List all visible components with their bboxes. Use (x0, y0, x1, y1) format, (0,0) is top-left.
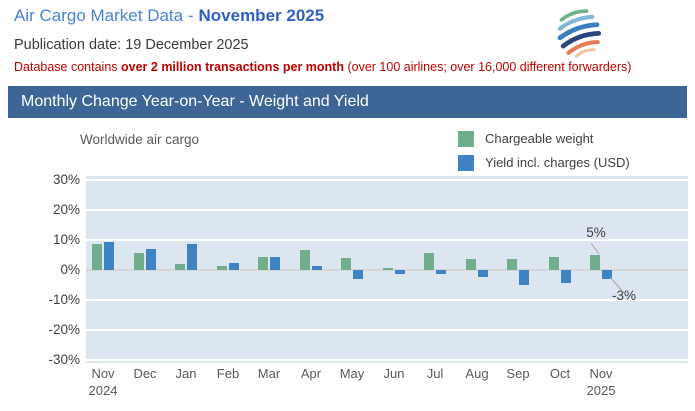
legend-swatch-chargeable-weight (458, 130, 474, 147)
bar-chargeable-weight-aug-9 (466, 259, 476, 270)
y-tick--20%: -20% (48, 322, 80, 337)
x-tick-may-6: May (339, 366, 365, 381)
bar-chargeable-weight-jan-2 (175, 264, 185, 270)
x-tick-year-2025: 2025 (586, 383, 616, 398)
gridline-30% (86, 179, 688, 181)
bar-yield-incl-charges-usd-jan-2 (187, 244, 197, 270)
x-tick-nov-12: Nov (589, 366, 613, 381)
section-banner: Monthly Change Year-on-Year - Weight and… (8, 86, 687, 118)
publication-date: Publication date: 19 December 2025 (14, 37, 249, 53)
annotation-5: 5% (586, 225, 606, 240)
annotation-3: -3% (611, 288, 636, 303)
y-tick--30%: -30% (48, 352, 80, 367)
gridline-10% (86, 239, 688, 241)
database-note-suffix: (over 100 airlines; over 16,000 differen… (343, 60, 632, 74)
database-note-prefix: Database contains (14, 60, 122, 74)
page-title: Air Cargo Market Data - November 2025 (14, 6, 324, 26)
bar-yield-incl-charges-usd-sep-10 (519, 270, 529, 285)
x-tick-aug-9: Aug (465, 366, 489, 381)
bar-chargeable-weight-jul-8 (424, 253, 434, 270)
x-tick-apr-5: Apr (300, 366, 322, 381)
database-note-bold: over 2 million transactions per month (121, 60, 344, 74)
bar-yield-incl-charges-usd-feb-3 (229, 263, 239, 270)
gridline-20% (86, 209, 688, 211)
gridline--20% (86, 329, 688, 331)
bar-chargeable-weight-mar-4 (258, 257, 268, 270)
worldacd-logo: WORLD ACD (552, 3, 687, 59)
bar-yield-incl-charges-usd-apr-5 (312, 266, 322, 270)
page-title-month: November 2025 (198, 6, 325, 25)
x-tick-feb-3: Feb (216, 366, 240, 381)
bar-yield-incl-charges-usd-may-6 (353, 270, 363, 279)
bar-chargeable-weight-nov-2024 (92, 244, 102, 270)
bar-chargeable-weight-nov-2025 (590, 255, 600, 270)
x-tick-jan-2: Jan (175, 366, 197, 381)
legend-swatch-yield (458, 154, 474, 171)
gridline--30% (86, 359, 688, 361)
bar-chargeable-weight-dec-1 (134, 253, 144, 270)
bar-yield-incl-charges-usd-mar-4 (270, 257, 280, 270)
legend-item-chargeable-weight: Chargeable weight (458, 130, 594, 147)
x-tick-jul-8: Jul (426, 366, 444, 381)
x-tick-dec-1: Dec (133, 366, 157, 381)
x-tick-jun-7: Jun (383, 366, 405, 381)
x-tick-oct-11: Oct (549, 366, 571, 381)
bar-chargeable-weight-feb-3 (217, 266, 227, 270)
gridline--10% (86, 299, 688, 301)
y-tick-30%: 30% (52, 172, 80, 187)
chart-subtitle: Worldwide air cargo (80, 132, 200, 147)
x-tick-nov-0: Nov (91, 366, 115, 381)
legend-label-yield: Yield incl. charges (USD) (485, 155, 630, 171)
legend-item-yield: Yield incl. charges (USD) (458, 154, 630, 171)
bar-yield-incl-charges-usd-nov-2025 (602, 270, 612, 279)
y-tick-20%: 20% (52, 202, 80, 217)
bar-chargeable-weight-sep-10 (507, 259, 517, 270)
database-note: Database contains over 2 million transac… (14, 60, 631, 74)
y-tick-0%: 0% (60, 262, 80, 277)
bar-yield-incl-charges-usd-oct-11 (561, 270, 571, 283)
section-banner-title: Monthly Change Year-on-Year - Weight and… (21, 93, 369, 110)
bar-yield-incl-charges-usd-dec-1 (146, 249, 156, 270)
bar-chargeable-weight-may-6 (341, 258, 351, 270)
page-title-regular: Air Cargo Market Data - (14, 6, 194, 25)
y-tick-10%: 10% (52, 232, 80, 247)
bar-chargeable-weight-oct-11 (549, 257, 559, 270)
worldacd-globe-icon (557, 9, 602, 58)
legend-label-chargeable-weight: Chargeable weight (485, 131, 594, 147)
gridline-0% (86, 269, 688, 271)
bar-chargeable-weight-jun-7 (383, 268, 393, 270)
plot-area: 5% -3% (86, 176, 688, 363)
bar-yield-incl-charges-usd-jun-7 (395, 270, 405, 274)
bar-yield-incl-charges-usd-nov-2024 (104, 242, 114, 270)
y-tick--10%: -10% (48, 292, 80, 307)
bar-chargeable-weight-apr-5 (300, 250, 310, 270)
x-tick-sep-10: Sep (506, 366, 530, 381)
bar-yield-incl-charges-usd-jul-8 (436, 270, 446, 274)
x-tick-year-2024: 2024 (88, 383, 118, 398)
x-tick-mar-4: Mar (257, 366, 281, 381)
bar-yield-incl-charges-usd-aug-9 (478, 270, 488, 277)
